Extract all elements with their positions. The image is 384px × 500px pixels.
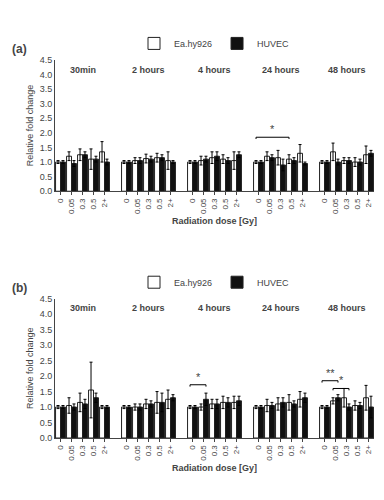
svg-text:3.0: 3.0 [40,340,53,350]
svg-text:1.0: 1.0 [40,402,53,412]
svg-text:4.5: 4.5 [40,294,53,304]
svg-text:0.3: 0.3 [144,198,153,210]
svg-text:0.5: 0.5 [40,172,53,182]
svg-text:0: 0 [56,445,65,450]
svg-text:*: * [339,374,344,386]
svg-text:4 hours: 4 hours [198,303,231,313]
svg-text:0.5: 0.5 [287,198,296,210]
svg-text:HUVEC: HUVEC [257,39,289,49]
svg-text:3.5: 3.5 [40,84,53,94]
svg-text:2.0: 2.0 [40,128,53,138]
svg-text:0.5: 0.5 [353,198,362,210]
svg-text:2+: 2+ [166,198,175,207]
svg-text:0.0: 0.0 [40,433,53,443]
svg-text:2+: 2+ [100,198,109,207]
svg-text:0.5: 0.5 [155,198,164,210]
svg-text:0.3: 0.3 [342,445,351,457]
svg-text:2+: 2+ [298,445,307,454]
svg-text:1.0: 1.0 [40,157,53,167]
svg-text:0.05: 0.05 [331,445,340,461]
svg-text:0: 0 [122,198,131,203]
svg-text:48 hours: 48 hours [328,65,366,75]
svg-text:0: 0 [122,445,131,450]
svg-text:2+: 2+ [364,445,373,454]
svg-text:0.3: 0.3 [210,445,219,457]
svg-text:0.3: 0.3 [276,445,285,457]
svg-text:3.5: 3.5 [40,325,53,335]
svg-text:0.5: 0.5 [287,445,296,457]
svg-text:4 hours: 4 hours [198,65,231,75]
svg-text:24 hours: 24 hours [262,65,300,75]
svg-text:2+: 2+ [232,198,241,207]
svg-text:Radiation dose [Gy]: Radiation dose [Gy] [172,463,257,473]
svg-text:0.5: 0.5 [89,198,98,210]
svg-text:Relative fold change: Relative fold change [25,85,35,167]
svg-text:Ea.hy926: Ea.hy926 [174,278,212,288]
svg-text:2 hours: 2 hours [132,303,165,313]
svg-text:0: 0 [254,198,263,203]
svg-text:1.5: 1.5 [40,143,53,153]
svg-text:4.0: 4.0 [40,70,53,80]
svg-text:0.05: 0.05 [199,445,208,461]
svg-text:0: 0 [254,445,263,450]
svg-text:0.0: 0.0 [40,186,53,196]
svg-text:0: 0 [188,445,197,450]
svg-text:0.05: 0.05 [67,445,76,461]
svg-text:0: 0 [188,198,197,203]
svg-text:(a): (a) [12,42,27,56]
svg-text:2.5: 2.5 [40,356,53,366]
svg-text:0.3: 0.3 [342,198,351,210]
svg-text:(b): (b) [12,281,27,295]
svg-text:0.3: 0.3 [144,445,153,457]
svg-text:2+: 2+ [232,445,241,454]
svg-text:0.3: 0.3 [210,198,219,210]
svg-text:4.0: 4.0 [40,309,53,319]
svg-text:*: * [270,123,275,135]
svg-text:0.05: 0.05 [67,198,76,214]
svg-text:0.05: 0.05 [265,198,274,214]
svg-text:2+: 2+ [166,445,175,454]
svg-text:0.05: 0.05 [133,445,142,461]
svg-text:Relative fold change: Relative fold change [25,328,35,410]
svg-text:*: * [196,371,201,383]
svg-text:0.5: 0.5 [353,445,362,457]
svg-text:0.3: 0.3 [78,198,87,210]
svg-text:Radiation dose [Gy]: Radiation dose [Gy] [172,216,257,226]
svg-text:0.3: 0.3 [276,198,285,210]
svg-text:0.05: 0.05 [133,198,142,214]
svg-text:30min: 30min [70,65,96,75]
svg-text:0.5: 0.5 [40,418,53,428]
svg-text:2 hours: 2 hours [132,65,165,75]
svg-text:HUVEC: HUVEC [257,278,289,288]
svg-text:24 hours: 24 hours [262,303,300,313]
svg-text:0.05: 0.05 [331,198,340,214]
svg-text:2.5: 2.5 [40,113,53,123]
svg-text:0: 0 [320,198,329,203]
svg-text:Ea.hy926: Ea.hy926 [174,39,212,49]
svg-text:4.5: 4.5 [40,55,53,65]
svg-text:**: ** [326,367,335,379]
svg-text:2+: 2+ [298,198,307,207]
svg-text:3.0: 3.0 [40,99,53,109]
svg-text:1.5: 1.5 [40,387,53,397]
svg-text:0.5: 0.5 [221,198,230,210]
svg-text:2+: 2+ [100,445,109,454]
svg-text:0.05: 0.05 [265,445,274,461]
svg-text:0: 0 [56,198,65,203]
svg-text:0.3: 0.3 [78,445,87,457]
svg-text:0.05: 0.05 [199,198,208,214]
svg-text:0.5: 0.5 [89,445,98,457]
svg-text:0.5: 0.5 [221,445,230,457]
svg-text:2+: 2+ [364,198,373,207]
svg-text:2.0: 2.0 [40,371,53,381]
svg-text:30min: 30min [70,303,96,313]
svg-text:0.5: 0.5 [155,445,164,457]
svg-text:48 hours: 48 hours [328,303,366,313]
svg-text:0: 0 [320,445,329,450]
